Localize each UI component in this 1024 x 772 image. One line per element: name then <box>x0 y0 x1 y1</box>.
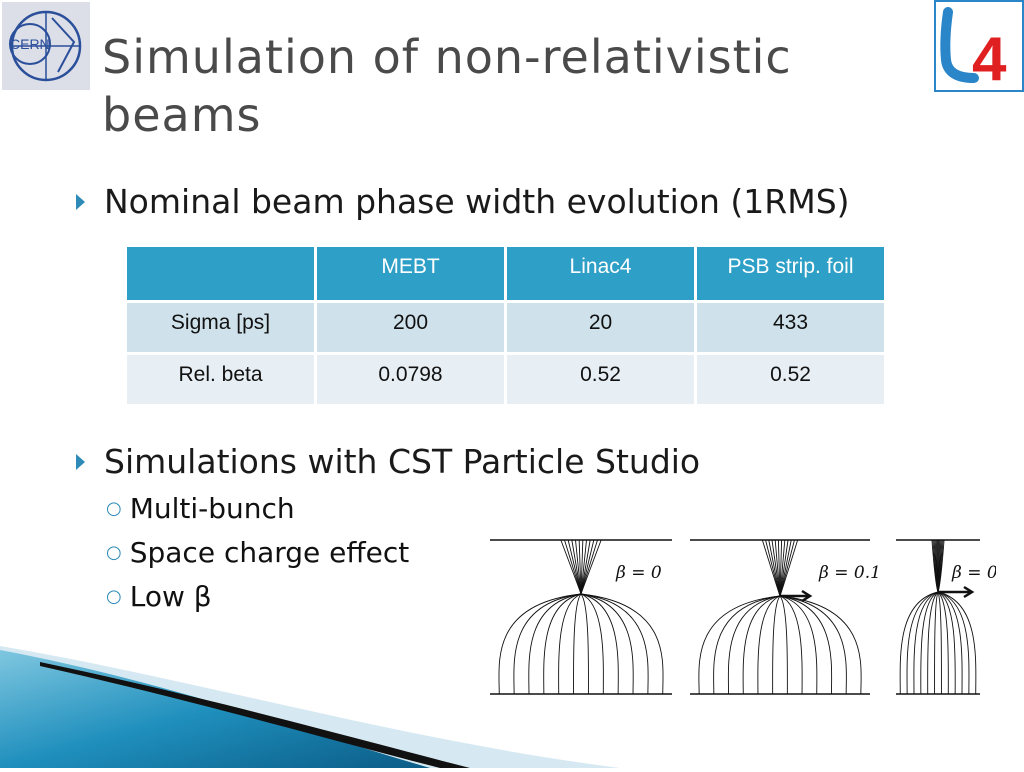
field-line <box>742 595 781 695</box>
field-line <box>573 593 582 695</box>
sub-bullet-text: Multi-bunch <box>129 492 295 525</box>
decorative-swoosh <box>0 640 620 772</box>
field-line <box>513 593 582 695</box>
table-cell: 20 <box>504 300 697 355</box>
page-title: Simulation of non-relativistic beams <box>102 30 792 142</box>
field-line <box>698 595 781 695</box>
beam-phase-table: MEBT Linac4 PSB strip. foil Sigma [ps] 2… <box>124 244 887 407</box>
velocity-arrow-icon <box>780 589 813 603</box>
panel-label: β = 0.1 <box>818 563 881 583</box>
field-line <box>937 591 970 695</box>
field-panel-beta-0 <box>490 539 672 695</box>
field-line <box>937 591 963 695</box>
field-line <box>937 591 956 695</box>
field-line <box>779 595 862 695</box>
field-line <box>937 591 949 695</box>
table-cell: Sigma [ps] <box>124 300 317 355</box>
bullet-item: Nominal beam phase width evolution (1RMS… <box>76 182 850 221</box>
cern-logo: CERN <box>2 2 90 90</box>
field-line <box>580 593 619 695</box>
sub-bullet-ring-icon: ○ <box>106 498 122 519</box>
field-line <box>543 593 582 695</box>
field-line <box>906 591 939 695</box>
panel-label: β = 0.9 <box>951 563 996 583</box>
cern-logo-text: CERN <box>10 36 50 52</box>
field-line <box>498 593 582 695</box>
sub-bullet-item: ○ Multi-bunch <box>106 492 295 525</box>
beam-field-figure: β = 0 β = 0.1 β = 0.9 <box>486 532 1014 706</box>
field-line <box>558 593 582 695</box>
sub-bullet-item: ○ Space charge effect <box>106 536 409 569</box>
bullet-arrow-icon <box>76 454 85 470</box>
field-line <box>779 595 833 695</box>
linac4-logo-text: 4 <box>972 25 1007 92</box>
bullet-arrow-icon <box>76 194 85 210</box>
table-cell: 0.52 <box>504 352 697 407</box>
table-header-cell: PSB strip. foil <box>694 244 887 303</box>
field-line <box>779 595 803 695</box>
field-line <box>779 595 788 695</box>
field-line <box>580 593 649 695</box>
linac4-logo: 4 <box>934 0 1024 94</box>
sub-bullet-ring-icon: ○ <box>106 542 122 563</box>
field-line <box>937 539 945 593</box>
field-line <box>927 591 939 695</box>
field-panel-beta-0.1 <box>690 539 870 695</box>
table-header-row: MEBT Linac4 PSB strip. foil <box>124 244 887 303</box>
field-line <box>580 593 634 695</box>
table-row: Rel. beta 0.0798 0.52 0.52 <box>124 352 887 407</box>
sub-bullet-item: ○ Low β <box>106 580 212 613</box>
field-line <box>580 539 602 595</box>
field-line <box>772 595 781 695</box>
table-header-cell: MEBT <box>314 244 507 303</box>
field-line <box>913 591 939 695</box>
table-cell: 0.52 <box>694 352 887 407</box>
field-line <box>528 593 582 695</box>
panel-label: β = 0 <box>615 563 662 583</box>
field-line <box>779 595 847 695</box>
field-line <box>779 595 818 695</box>
table-cell: 0.0798 <box>314 352 507 407</box>
field-line <box>934 591 939 695</box>
table-cell: 433 <box>694 300 887 355</box>
table-cell: Rel. beta <box>124 352 317 407</box>
table-row: Sigma [ps] 200 20 433 <box>124 300 887 355</box>
field-line <box>779 539 799 597</box>
bullet-text: Simulations with CST Particle Studio <box>104 442 701 481</box>
bullet-item: Simulations with CST Particle Studio <box>76 442 701 481</box>
table-header-cell: Linac4 <box>504 244 697 303</box>
field-line <box>899 591 939 695</box>
field-line <box>580 593 604 695</box>
bullet-text: Nominal beam phase width evolution (1RMS… <box>104 182 850 221</box>
table-cell: 200 <box>314 300 507 355</box>
sub-bullet-ring-icon: ○ <box>106 586 122 607</box>
field-line <box>937 591 942 695</box>
field-panel-beta-0.9 <box>896 539 980 695</box>
field-line <box>937 591 977 695</box>
table-header-cell <box>124 244 317 303</box>
field-line <box>713 595 781 695</box>
field-line <box>580 593 589 695</box>
sub-bullet-text: Space charge effect <box>129 536 410 569</box>
field-line <box>580 593 664 695</box>
sub-bullet-text: Low β <box>129 580 212 613</box>
field-line <box>757 595 781 695</box>
field-line <box>727 595 781 695</box>
field-line <box>920 591 939 695</box>
velocity-arrow-icon <box>938 585 975 599</box>
